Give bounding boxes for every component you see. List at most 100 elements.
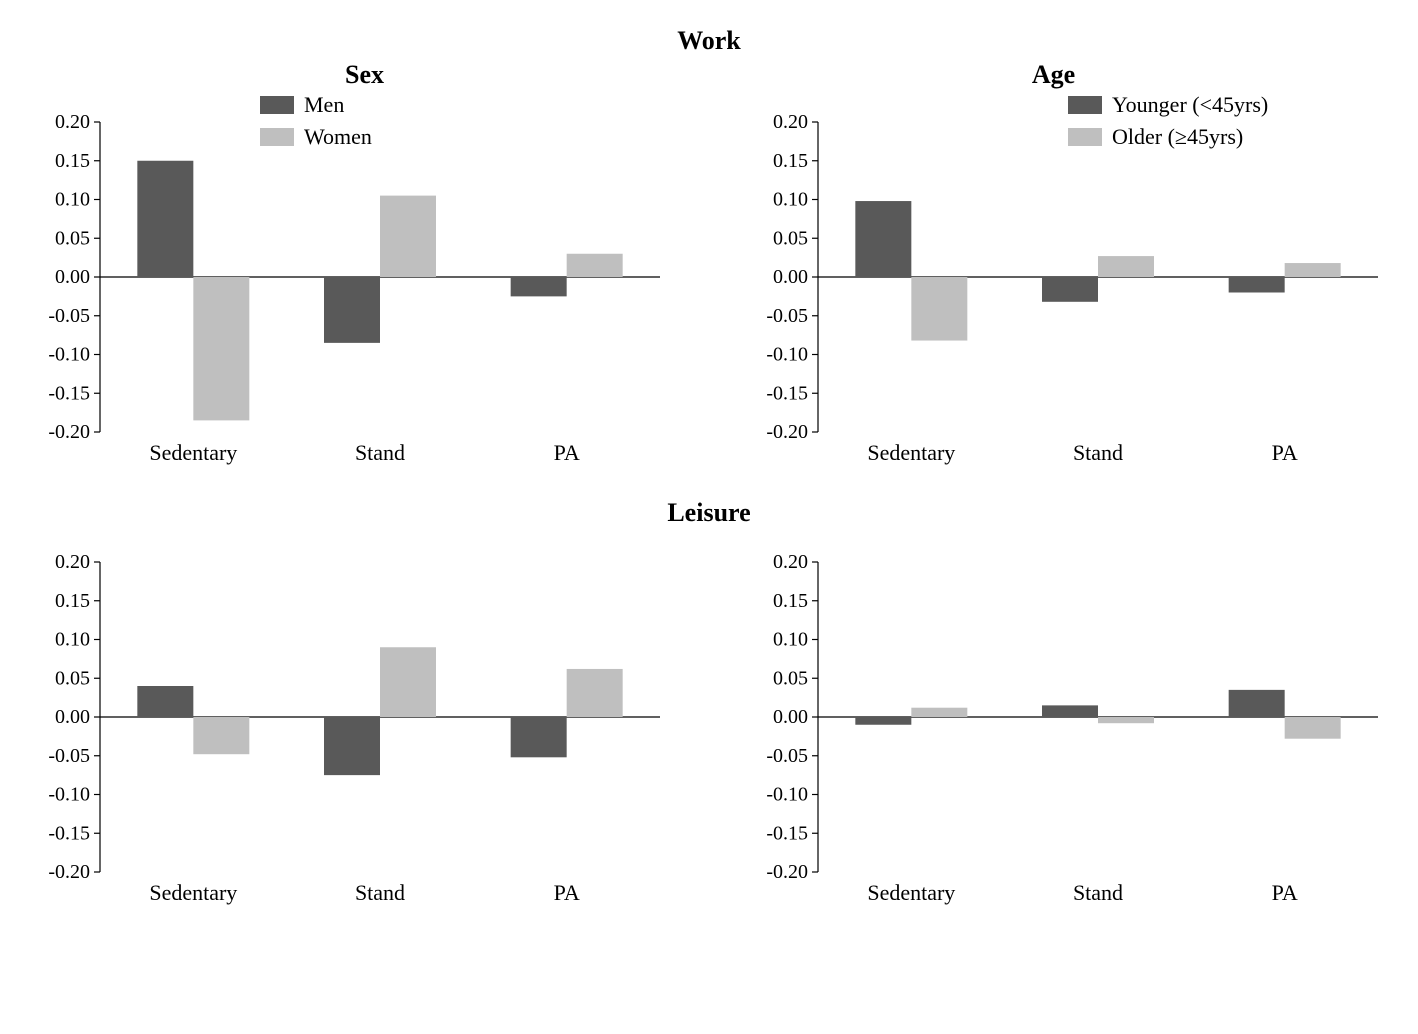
ytick-label: 0.10 [773, 629, 808, 651]
ytick-label: -0.10 [766, 784, 808, 806]
xtick-label: Stand [1073, 880, 1123, 905]
ytick-label: 0.05 [773, 667, 808, 689]
bar [911, 277, 967, 341]
ytick-label: 0.15 [55, 150, 90, 172]
ytick-label: -0.20 [766, 421, 808, 443]
bar [137, 161, 193, 277]
bar [855, 717, 911, 725]
bar [911, 708, 967, 717]
bar [511, 277, 567, 296]
bar [380, 647, 436, 717]
xtick-label: Sedentary [149, 880, 237, 905]
xtick-label: Stand [1073, 440, 1123, 465]
ytick-label: -0.10 [48, 784, 90, 806]
ytick-label: 0.20 [55, 551, 90, 573]
bar [567, 254, 623, 277]
col-title-age: Age [709, 60, 1398, 90]
xtick-label: Stand [355, 440, 405, 465]
ytick-label: -0.15 [48, 382, 90, 404]
bar [1285, 263, 1341, 277]
legend-item: Younger (<45yrs) [1068, 92, 1268, 118]
chart-svg: 0.20 0.15 0.10 0.05 0.00 -0.05 -0.10 -0.15 -0.20… [738, 92, 1398, 492]
ytick-label: 0.15 [55, 590, 90, 612]
legend-item: Men [260, 92, 372, 118]
ytick-label: 0.20 [773, 551, 808, 573]
xtick-label: Stand [355, 880, 405, 905]
chart-svg: 0.20 0.15 0.10 0.05 0.00 -0.05 -0.10 -0.15 -0.20… [20, 92, 680, 492]
xtick-label: PA [554, 440, 580, 465]
legend-label: Younger (<45yrs) [1112, 92, 1268, 118]
ytick-label: 0.00 [773, 706, 808, 728]
chart-svg: 0.20 0.15 0.10 0.05 0.00 -0.05 -0.10 -0.15 -0.20… [20, 532, 680, 932]
column-titles: Sex Age [20, 60, 1398, 90]
ytick-label: -0.20 [48, 861, 90, 883]
ytick-label: -0.20 [48, 421, 90, 443]
ytick-label: 0.20 [55, 111, 90, 133]
ytick-label: 0.10 [55, 629, 90, 651]
ytick-label: 0.05 [55, 667, 90, 689]
xtick-label: Sedentary [867, 880, 955, 905]
bar [1229, 690, 1285, 717]
legend: Younger (<45yrs) Older (≥45yrs) [1068, 92, 1268, 150]
legend-label: Men [304, 92, 344, 118]
panel-row-leisure: 0.20 0.15 0.10 0.05 0.00 -0.05 -0.10 -0.15 -0.20… [20, 532, 1398, 932]
figure: Work Sex Age 0.20 0.15 0.10 0.05 0.00 -0.05 -0… [20, 26, 1398, 932]
bar [511, 717, 567, 757]
bar [1042, 705, 1098, 717]
ytick-label: 0.00 [55, 706, 90, 728]
bar [380, 196, 436, 277]
row-title-leisure: Leisure [20, 498, 1398, 528]
xtick-label: Sedentary [149, 440, 237, 465]
chart-svg: 0.20 0.15 0.10 0.05 0.00 -0.05 -0.10 -0.15 -0.20… [738, 532, 1398, 932]
bar [324, 277, 380, 343]
ytick-label: -0.15 [48, 822, 90, 844]
bar [1229, 277, 1285, 293]
ytick-label: -0.05 [766, 305, 808, 327]
bar [1285, 717, 1341, 739]
row-title-work: Work [20, 26, 1398, 56]
panel-work-sex: 0.20 0.15 0.10 0.05 0.00 -0.05 -0.10 -0.15 -0.20… [20, 92, 680, 492]
legend-item: Women [260, 124, 372, 150]
ytick-label: 0.00 [55, 266, 90, 288]
legend-swatch [1068, 128, 1102, 146]
legend-swatch [260, 96, 294, 114]
ytick-label: -0.15 [766, 822, 808, 844]
legend-swatch [1068, 96, 1102, 114]
bar [324, 717, 380, 775]
ytick-label: -0.10 [48, 344, 90, 366]
bar [1042, 277, 1098, 302]
ytick-label: 0.15 [773, 590, 808, 612]
legend-swatch [260, 128, 294, 146]
ytick-label: -0.05 [48, 305, 90, 327]
xtick-label: PA [554, 880, 580, 905]
bar [1098, 256, 1154, 277]
bar [193, 717, 249, 754]
ytick-label: 0.15 [773, 150, 808, 172]
bar [193, 277, 249, 420]
bar [855, 201, 911, 277]
xtick-label: PA [1272, 440, 1298, 465]
ytick-label: 0.05 [773, 227, 808, 249]
ytick-label: -0.05 [48, 745, 90, 767]
bar [1098, 717, 1154, 723]
legend-item: Older (≥45yrs) [1068, 124, 1268, 150]
ytick-label: -0.15 [766, 382, 808, 404]
panel-row-work: 0.20 0.15 0.10 0.05 0.00 -0.05 -0.10 -0.15 -0.20… [20, 92, 1398, 492]
ytick-label: 0.00 [773, 266, 808, 288]
ytick-label: -0.05 [766, 745, 808, 767]
panel-leisure-age: 0.20 0.15 0.10 0.05 0.00 -0.05 -0.10 -0.15 -0.20… [738, 532, 1398, 932]
xtick-label: PA [1272, 880, 1298, 905]
panel-leisure-sex: 0.20 0.15 0.10 0.05 0.00 -0.05 -0.10 -0.15 -0.20… [20, 532, 680, 932]
ytick-label: 0.10 [773, 189, 808, 211]
ytick-label: -0.20 [766, 861, 808, 883]
ytick-label: 0.10 [55, 189, 90, 211]
legend-label: Women [304, 124, 372, 150]
bar [137, 686, 193, 717]
col-title-sex: Sex [20, 60, 709, 90]
ytick-label: 0.05 [55, 227, 90, 249]
ytick-label: -0.10 [766, 344, 808, 366]
ytick-label: 0.20 [773, 111, 808, 133]
xtick-label: Sedentary [867, 440, 955, 465]
legend: Men Women [260, 92, 372, 150]
panel-work-age: 0.20 0.15 0.10 0.05 0.00 -0.05 -0.10 -0.15 -0.20… [738, 92, 1398, 492]
